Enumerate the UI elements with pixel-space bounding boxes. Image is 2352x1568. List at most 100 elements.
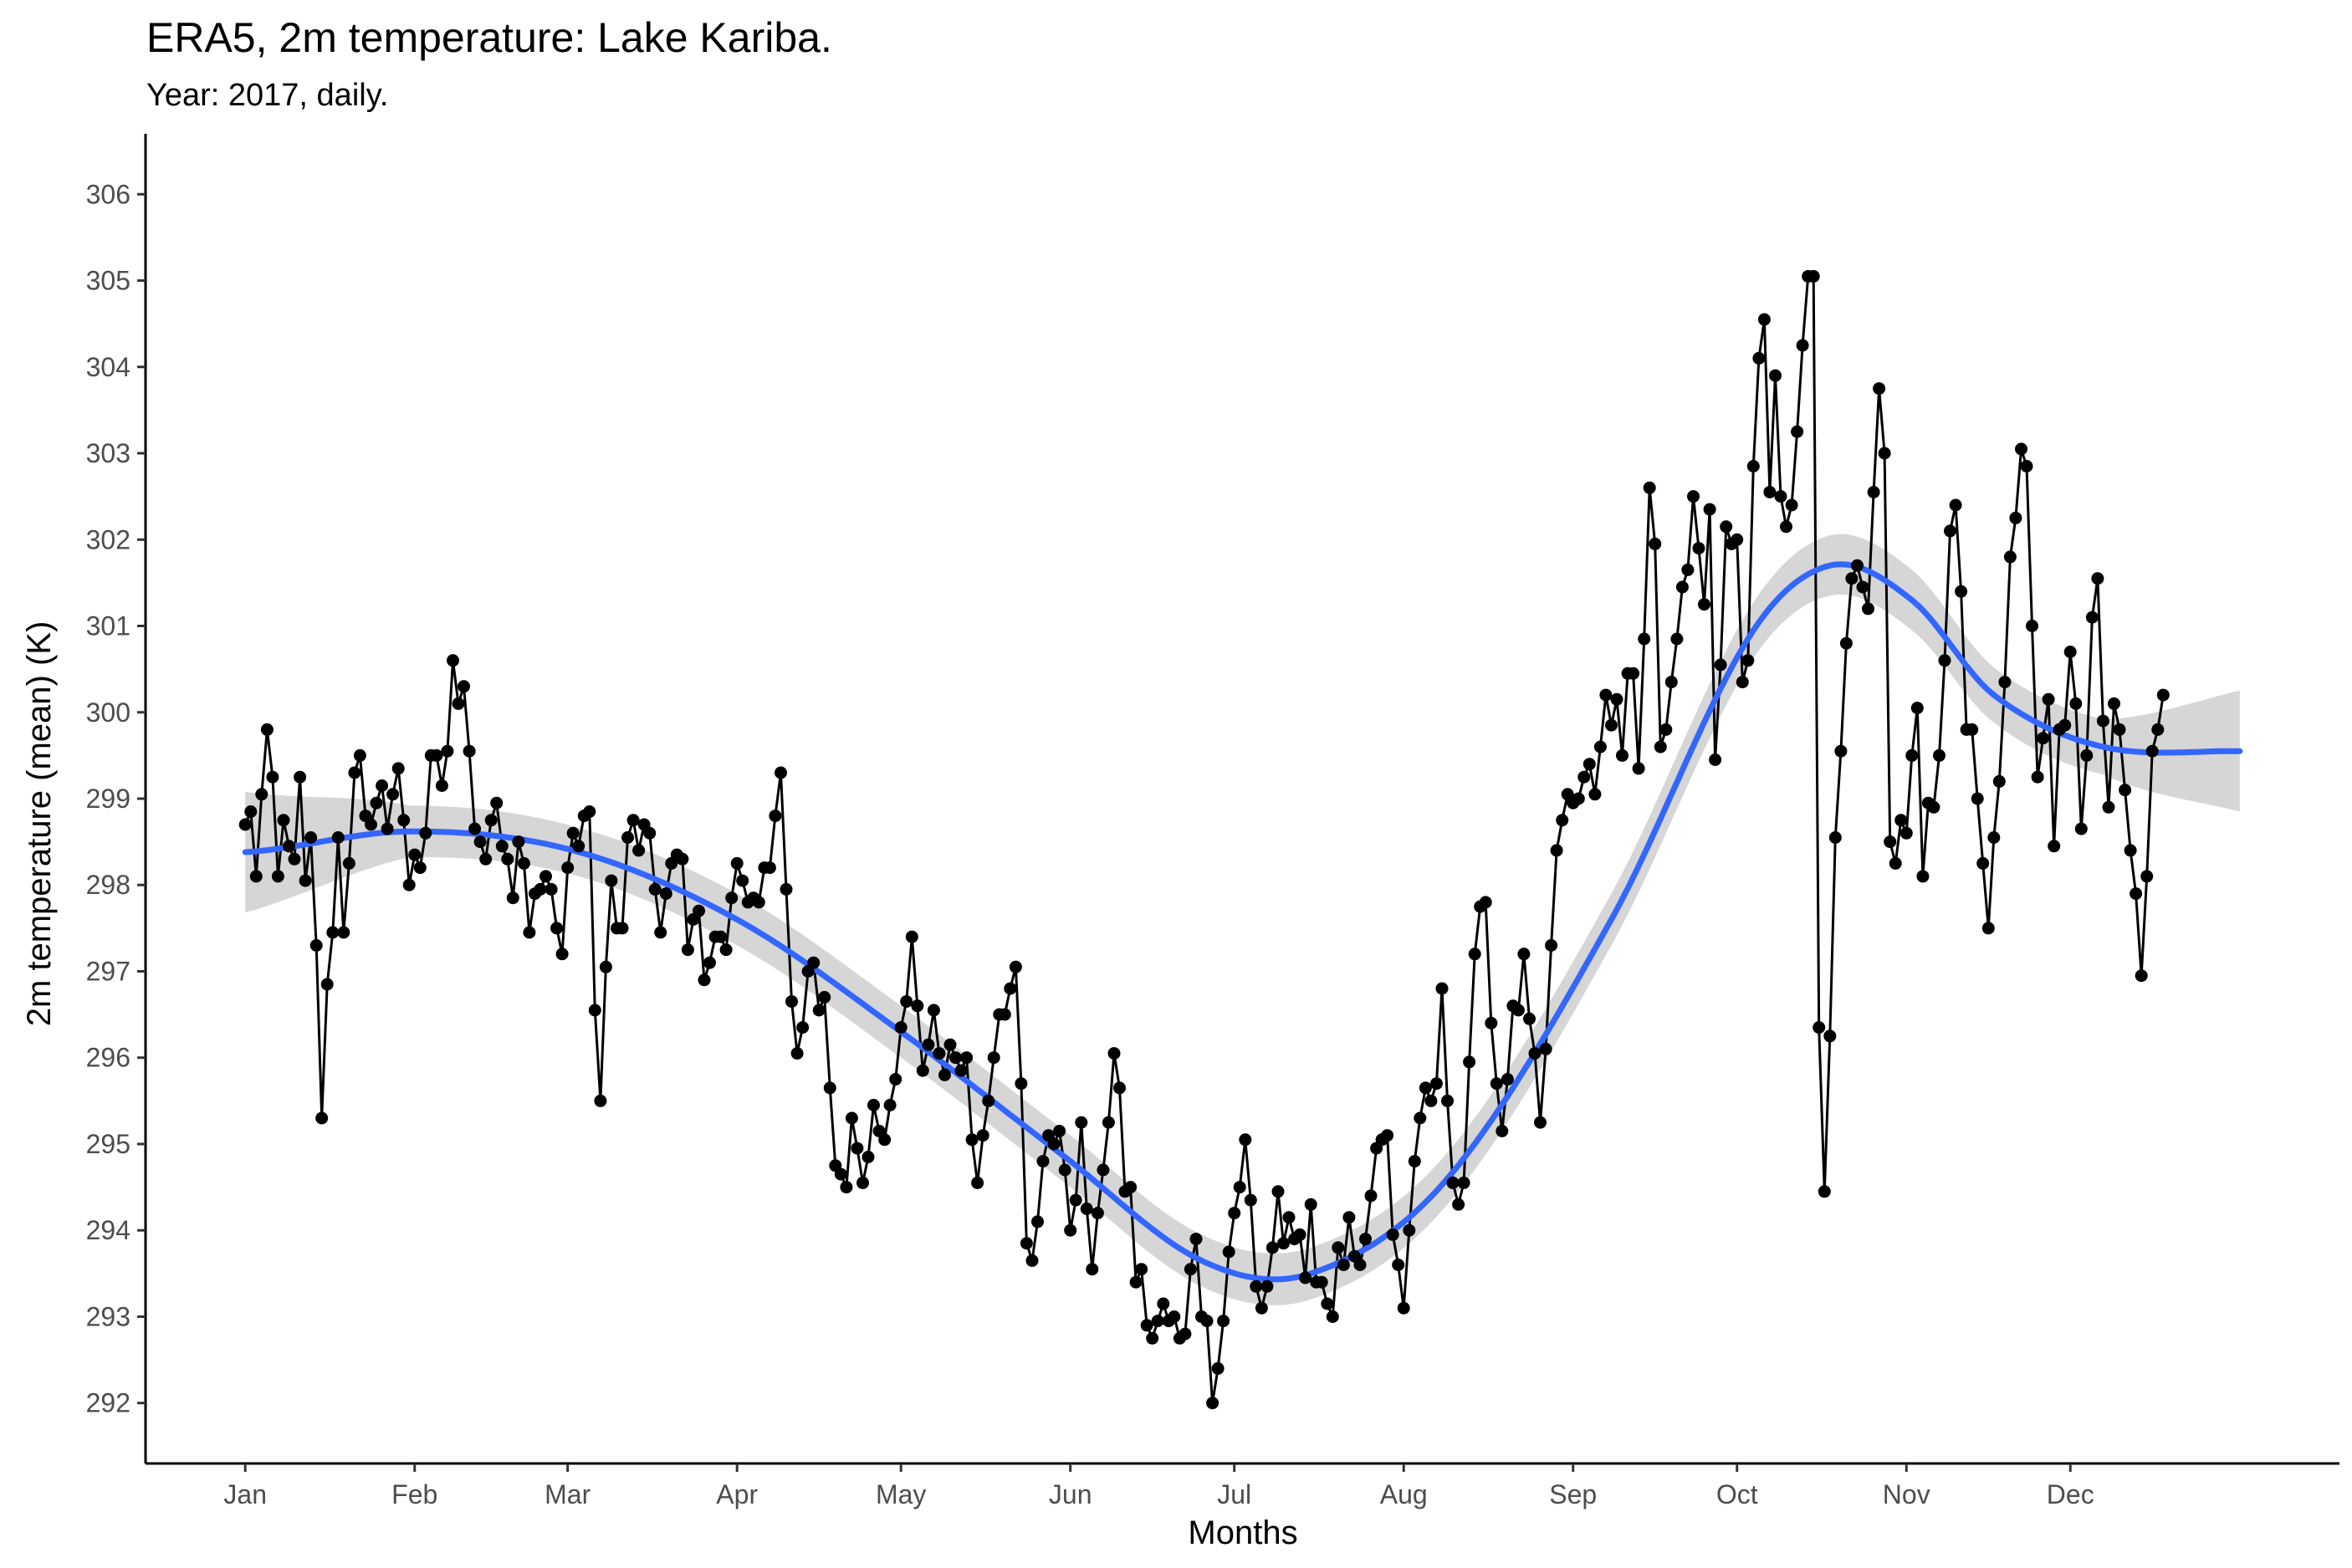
y-tick-label: 297: [86, 956, 130, 986]
daily-temperature-point: [818, 991, 831, 1004]
y-tick-label: 305: [86, 266, 130, 296]
daily-temperature-point: [730, 856, 744, 870]
daily-temperature-point: [648, 882, 662, 896]
daily-temperature-point: [260, 723, 274, 736]
daily-temperature-point: [1944, 524, 1956, 538]
daily-temperature-point: [539, 870, 552, 883]
daily-temperature-point: [1004, 982, 1017, 995]
daily-temperature-point: [1397, 1301, 1410, 1315]
daily-temperature-point: [348, 766, 361, 779]
daily-temperature-point: [1446, 1176, 1460, 1189]
daily-temperature-point: [299, 874, 312, 887]
x-axis-title: Months: [1188, 1514, 1297, 1551]
daily-temperature-point: [1392, 1259, 1405, 1271]
daily-temperature-point: [1884, 835, 1897, 849]
y-tick-label: 303: [86, 438, 130, 468]
x-tick-label: Jun: [1049, 1479, 1092, 1509]
daily-temperature-point: [1670, 632, 1684, 646]
daily-temperature-point: [1233, 1181, 1246, 1194]
daily-temperature-point: [1796, 339, 1809, 352]
daily-temperature-point: [376, 779, 389, 792]
daily-temperature-point: [856, 1176, 869, 1189]
daily-temperature-point: [1610, 692, 1623, 706]
daily-temperature-point: [2151, 723, 2165, 736]
daily-temperature-point: [1752, 351, 1766, 365]
daily-temperature-point: [2058, 718, 2072, 732]
daily-temperature-point: [823, 1081, 836, 1095]
daily-temperature-point: [277, 814, 290, 827]
daily-temperature-point: [523, 926, 536, 939]
daily-temperature-point: [517, 856, 530, 870]
daily-temperature-point: [1452, 1198, 1465, 1211]
daily-temperature-point: [1429, 1077, 1443, 1090]
daily-temperature-point: [1818, 1185, 1831, 1198]
daily-temperature-point: [381, 822, 394, 835]
daily-temperature-point: [1293, 1228, 1306, 1241]
daily-temperature-point: [1304, 1198, 1317, 1211]
daily-temperature-point: [1364, 1189, 1378, 1203]
daily-temperature-point: [1709, 753, 1722, 766]
daily-temperature-point: [1862, 602, 1874, 615]
daily-temperature-point: [1517, 947, 1531, 961]
daily-temperature-point: [1664, 676, 1678, 689]
daily-temperature-point: [288, 852, 301, 866]
daily-temperature-point: [266, 770, 279, 784]
daily-temperature-point: [1878, 447, 1891, 460]
y-tick-label: 296: [86, 1043, 130, 1073]
daily-temperature-point: [1528, 1047, 1542, 1060]
daily-temperature-point: [2113, 723, 2126, 736]
daily-temperature-point: [1255, 1301, 1268, 1315]
daily-temperature-point: [2069, 697, 2083, 710]
x-tick-label: Aug: [1380, 1479, 1428, 1509]
daily-temperature-point: [255, 788, 268, 801]
daily-temperature-point: [626, 814, 640, 827]
daily-temperature-point: [911, 999, 924, 1013]
daily-temperature-point: [1250, 1279, 1263, 1293]
x-tick-label: May: [876, 1479, 926, 1509]
daily-temperature-point: [982, 1094, 995, 1107]
daily-temperature-point: [1785, 498, 1798, 512]
daily-temperature-point: [2026, 620, 2038, 632]
daily-temperature-point: [1851, 559, 1864, 572]
daily-temperature-point: [725, 891, 739, 905]
daily-temperature-point: [2130, 887, 2143, 901]
daily-temperature-point: [889, 1073, 902, 1086]
daily-temperature-point: [1326, 1310, 1339, 1323]
daily-temperature-point: [1981, 922, 1995, 935]
daily-temperature-point: [1277, 1237, 1290, 1250]
daily-temperature-point: [1675, 580, 1689, 594]
daily-temperature-point: [943, 1038, 957, 1051]
y-tick-label: 299: [86, 784, 130, 814]
daily-temperature-point: [1757, 313, 1771, 326]
daily-temperature-point: [1107, 1047, 1121, 1060]
daily-temperature-point: [599, 960, 612, 973]
daily-temperature-point: [933, 1047, 946, 1060]
daily-temperature-point: [796, 1021, 810, 1034]
daily-temperature-point: [1031, 1215, 1044, 1228]
daily-temperature-point: [1873, 382, 1886, 396]
daily-temperature-point: [391, 762, 405, 775]
daily-temperature-point: [834, 1167, 847, 1181]
daily-temperature-point: [1534, 1116, 1547, 1129]
daily-temperature-point: [1403, 1223, 1416, 1237]
daily-temperature-point: [1867, 486, 1880, 498]
daily-temperature-point: [512, 835, 525, 849]
daily-temperature-point: [1102, 1116, 1115, 1129]
daily-temperature-point: [1599, 688, 1613, 702]
y-tick-label: 295: [86, 1129, 130, 1159]
daily-temperature-point: [545, 882, 558, 896]
daily-temperature-point: [2003, 550, 2017, 564]
daily-temperature-point: [2037, 732, 2050, 745]
daily-temperature-point: [1791, 425, 1804, 438]
daily-temperature-point: [698, 973, 711, 987]
daily-temperature-point: [386, 788, 400, 801]
daily-temperature-point: [294, 770, 307, 784]
daily-temperature-point: [1593, 740, 1607, 753]
daily-temperature-point: [894, 1021, 908, 1034]
daily-temperature-point: [2140, 870, 2154, 883]
daily-temperature-point: [2042, 692, 2055, 706]
daily-temperature-point: [693, 904, 705, 917]
daily-temperature-point: [1572, 792, 1585, 805]
daily-temperature-point: [1746, 460, 1760, 472]
